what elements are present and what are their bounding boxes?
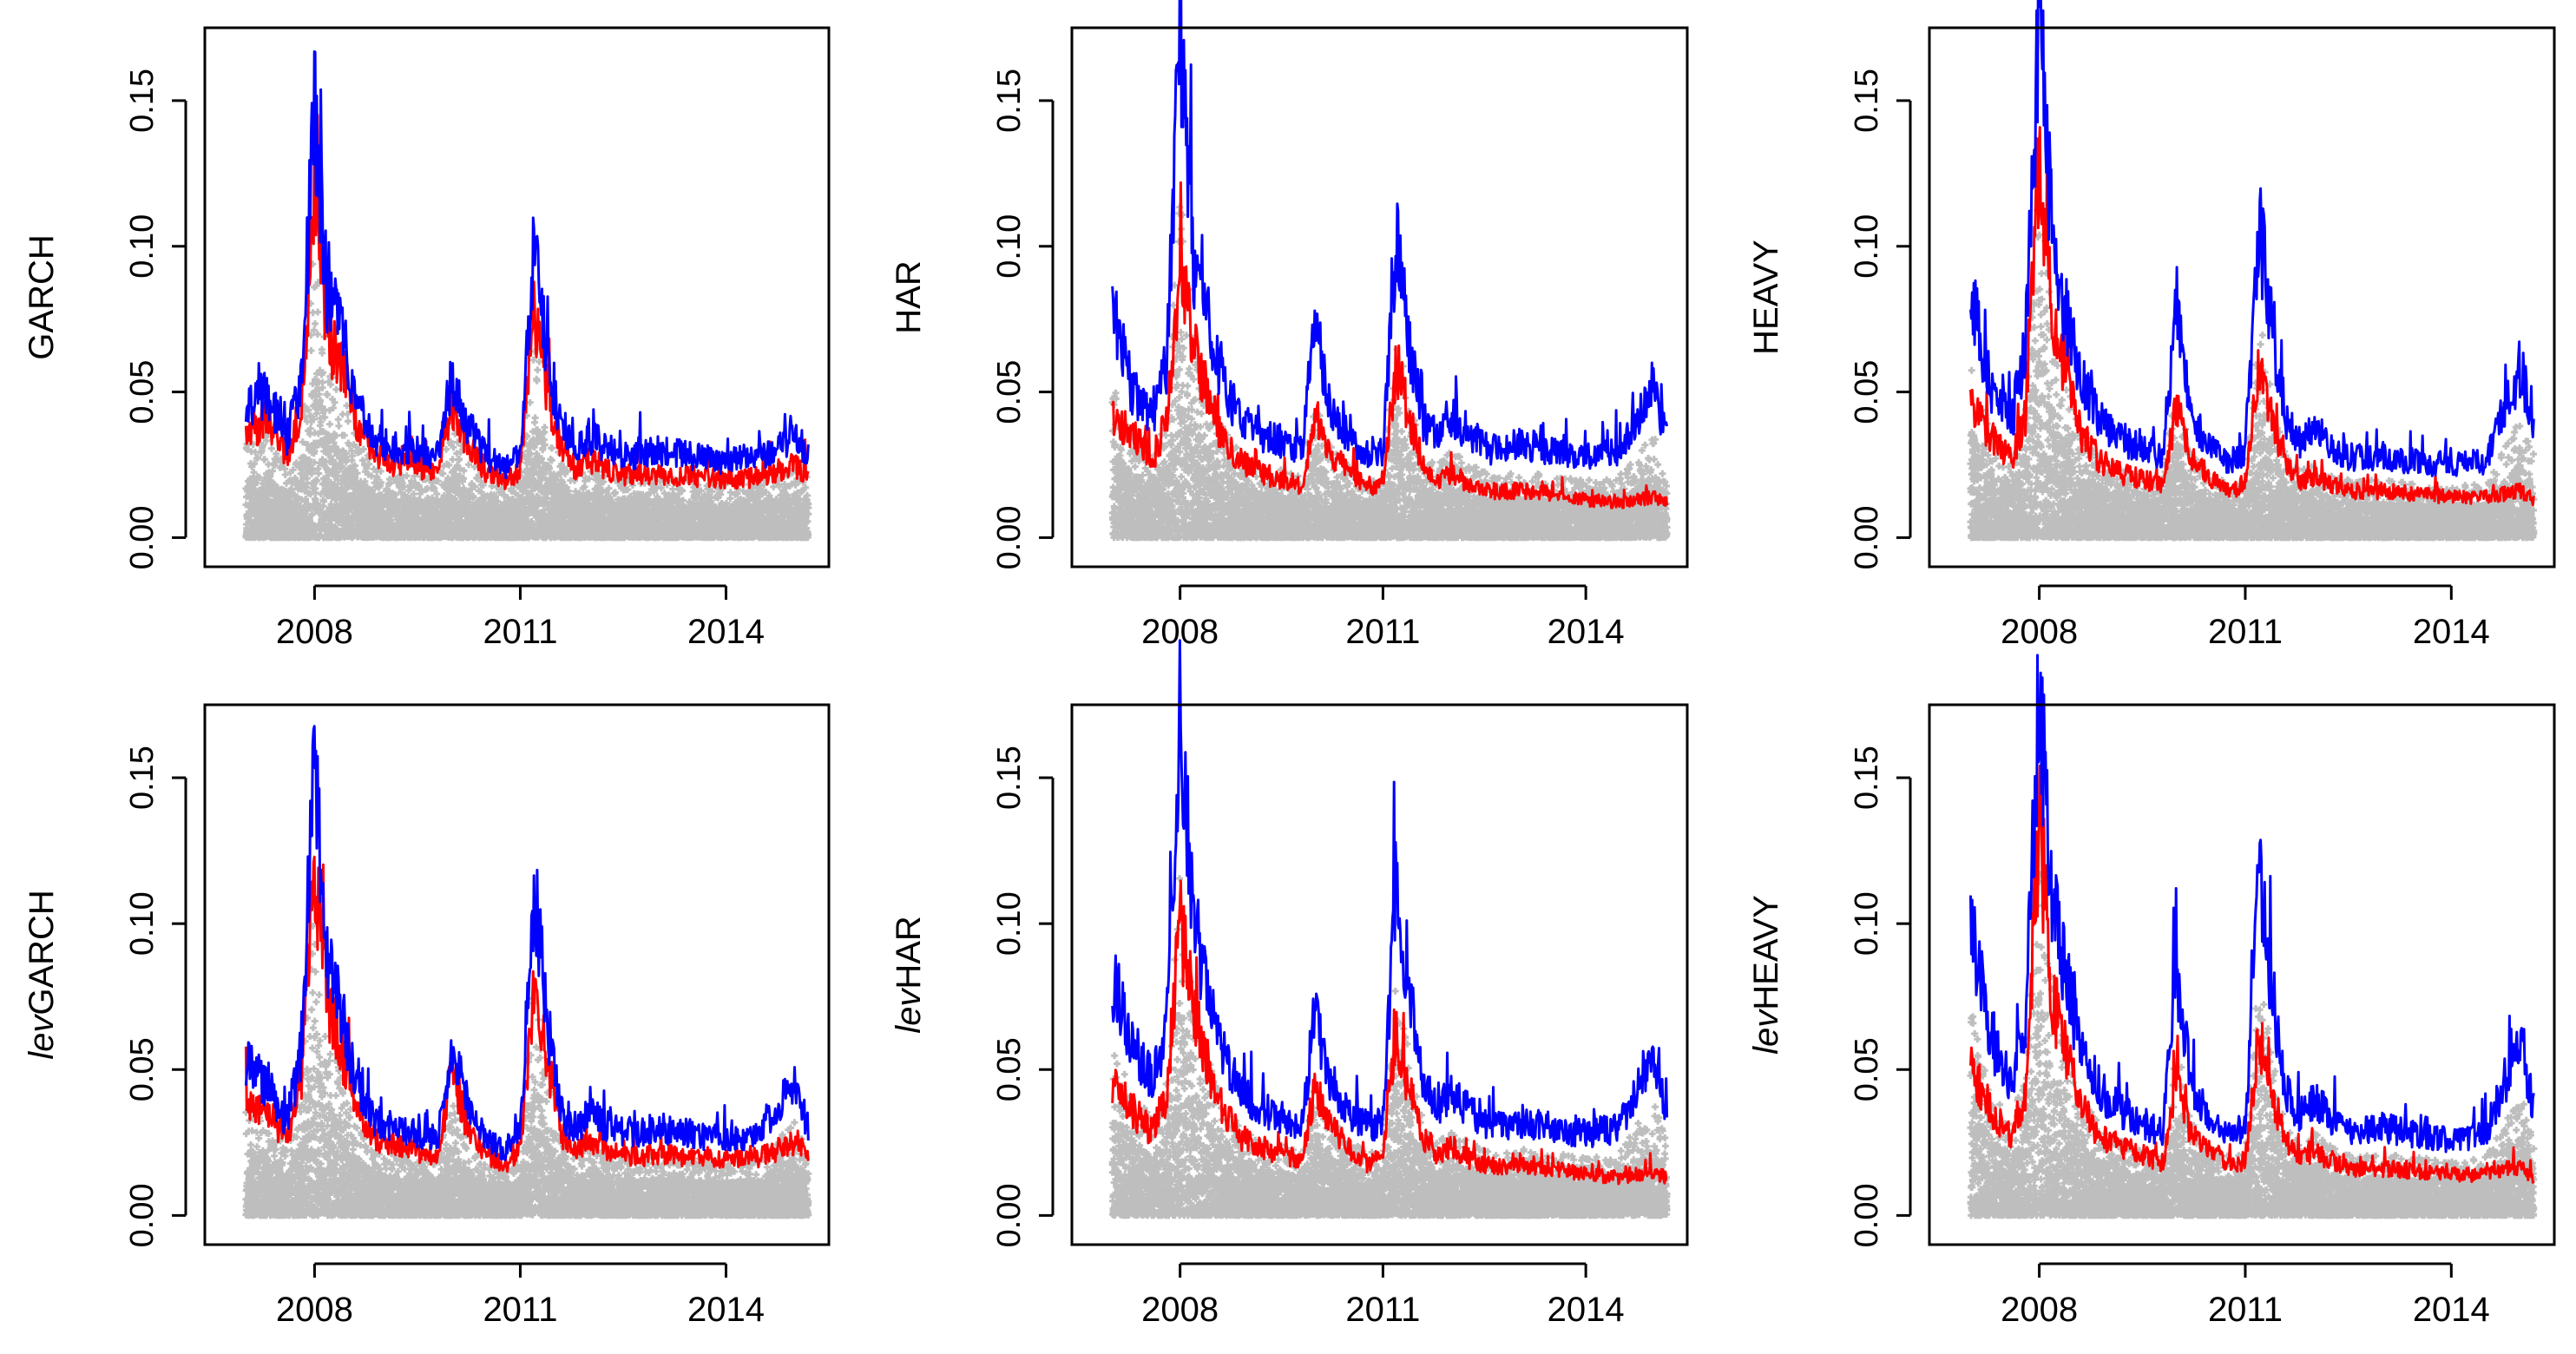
x-tick-label: 2008: [276, 1291, 353, 1329]
y-tick-label: 0.10: [991, 214, 1028, 279]
y-tick-label: 0.10: [124, 891, 161, 956]
y-axis-label-main: HAR: [890, 916, 928, 989]
x-tick-label: 2014: [2413, 613, 2490, 651]
y-tick-label: 0.05: [1849, 360, 1885, 424]
x-tick-label: 2014: [687, 613, 765, 651]
plot-frame: [1070, 26, 1689, 569]
panel-levgarch: 0.00 0.05 0.10 0.15 2008 2011 2014 levGARCH: [23, 703, 831, 1329]
y-axis-label: HAR: [890, 260, 928, 333]
y-tick-label: 0.00: [1849, 505, 1885, 569]
y-tick-label: 0.05: [991, 360, 1028, 424]
panel-garch: 0.00 0.05 0.10 0.15 2008 2011 2014 GARCH: [23, 26, 831, 651]
realized-points: [1108, 875, 1671, 1219]
x-tick-label: 2011: [2208, 1291, 2283, 1329]
x-tick-label: 2014: [687, 1291, 765, 1329]
y-axis-label-main: GARCH: [23, 890, 61, 1015]
y-axis-label: HEAVY: [1747, 240, 1785, 355]
panel-levheavy: 0.00 0.05 0.10 0.15 2008 2011 2014 levHEAVY: [1747, 654, 2556, 1329]
plot-frame: [1928, 26, 2556, 569]
plot-frame: [203, 703, 831, 1246]
lower-series-line: [1111, 879, 1668, 1186]
panel-heavy: 0.00 0.05 0.10 0.15 2008 2011 2014 HEAVY: [1747, 0, 2556, 651]
lower-series-line: [244, 114, 810, 490]
y-tick-label: 0.05: [124, 360, 161, 424]
y-tick-label: 0.00: [124, 505, 161, 569]
y-tick-label: 0.15: [991, 746, 1028, 810]
y-tick-label: 0.00: [124, 1183, 161, 1247]
x-tick-label: 2014: [1548, 613, 1625, 651]
realized-scatter: [1108, 875, 1671, 1219]
x-tick-label: 2008: [276, 613, 353, 651]
y-tick-label: 0.05: [124, 1037, 161, 1101]
y-tick-label: 0.00: [991, 1183, 1028, 1247]
panel-levhar: 0.00 0.05 0.10 0.15 2008 2011 2014 levHAR: [890, 639, 1689, 1329]
x-tick-label: 2008: [2001, 613, 2078, 651]
y-tick-label: 0.05: [991, 1037, 1028, 1101]
y-axis-label-prefix: lev: [23, 1014, 61, 1060]
y-axis-label-prefix: lev: [890, 988, 928, 1034]
y-tick-label: 0.15: [124, 746, 161, 810]
y-axis-label-prefix: lev: [1747, 1009, 1785, 1055]
plot-frame: [1928, 703, 2556, 1246]
y-axis-label-main: GARCH: [23, 234, 61, 359]
plot-frame: [203, 26, 831, 569]
y-axis-label: levHAR: [890, 916, 928, 1034]
x-tick-label: 2008: [1141, 1291, 1219, 1329]
realized-points: [242, 922, 812, 1219]
y-tick-label: 0.15: [991, 69, 1028, 133]
x-tick-label: 2014: [1548, 1291, 1625, 1329]
y-axis-label: GARCH: [23, 234, 61, 359]
upper-series-line: [244, 725, 810, 1161]
x-tick-label: 2011: [483, 1291, 557, 1329]
lower-series-line: [1969, 764, 2535, 1184]
plot-frame: [1070, 703, 1689, 1246]
y-axis-label: levGARCH: [23, 890, 61, 1060]
x-tick-label: 2008: [2001, 1291, 2078, 1329]
y-tick-label: 0.15: [1849, 746, 1885, 810]
x-tick-label: 2014: [2413, 1291, 2490, 1329]
realized-scatter: [1967, 200, 2538, 542]
x-tick-label: 2011: [2208, 613, 2283, 651]
y-axis-label-main: HEAVY: [1747, 895, 1785, 1010]
y-tick-label: 0.15: [1849, 69, 1885, 133]
upper-series-line: [1111, 639, 1669, 1148]
y-axis-label: levHEAVY: [1747, 895, 1785, 1055]
x-tick-label: 2011: [1345, 613, 1420, 651]
x-tick-label: 2011: [1345, 1291, 1420, 1329]
realized-scatter: [242, 922, 812, 1219]
y-tick-label: 0.15: [124, 69, 161, 133]
x-tick-label: 2011: [483, 613, 557, 651]
y-tick-label: 0.10: [1849, 891, 1885, 956]
realized-points: [1967, 200, 2538, 542]
y-tick-label: 0.00: [1849, 1183, 1885, 1247]
y-tick-label: 0.05: [1849, 1037, 1885, 1101]
y-tick-label: 0.00: [991, 505, 1028, 569]
y-axis-label-main: HAR: [890, 260, 928, 333]
upper-series-line: [1111, 0, 1669, 470]
y-axis-label-main: HEAVY: [1747, 240, 1785, 355]
upper-series-line: [1969, 0, 2535, 477]
upper-series-line: [1969, 654, 2535, 1154]
y-tick-label: 0.10: [991, 891, 1028, 956]
upper-series-line: [244, 49, 810, 480]
lower-series-line: [1111, 181, 1669, 509]
y-tick-label: 0.10: [1849, 214, 1885, 279]
lower-series-line: [244, 855, 810, 1173]
y-tick-label: 0.10: [124, 214, 161, 279]
